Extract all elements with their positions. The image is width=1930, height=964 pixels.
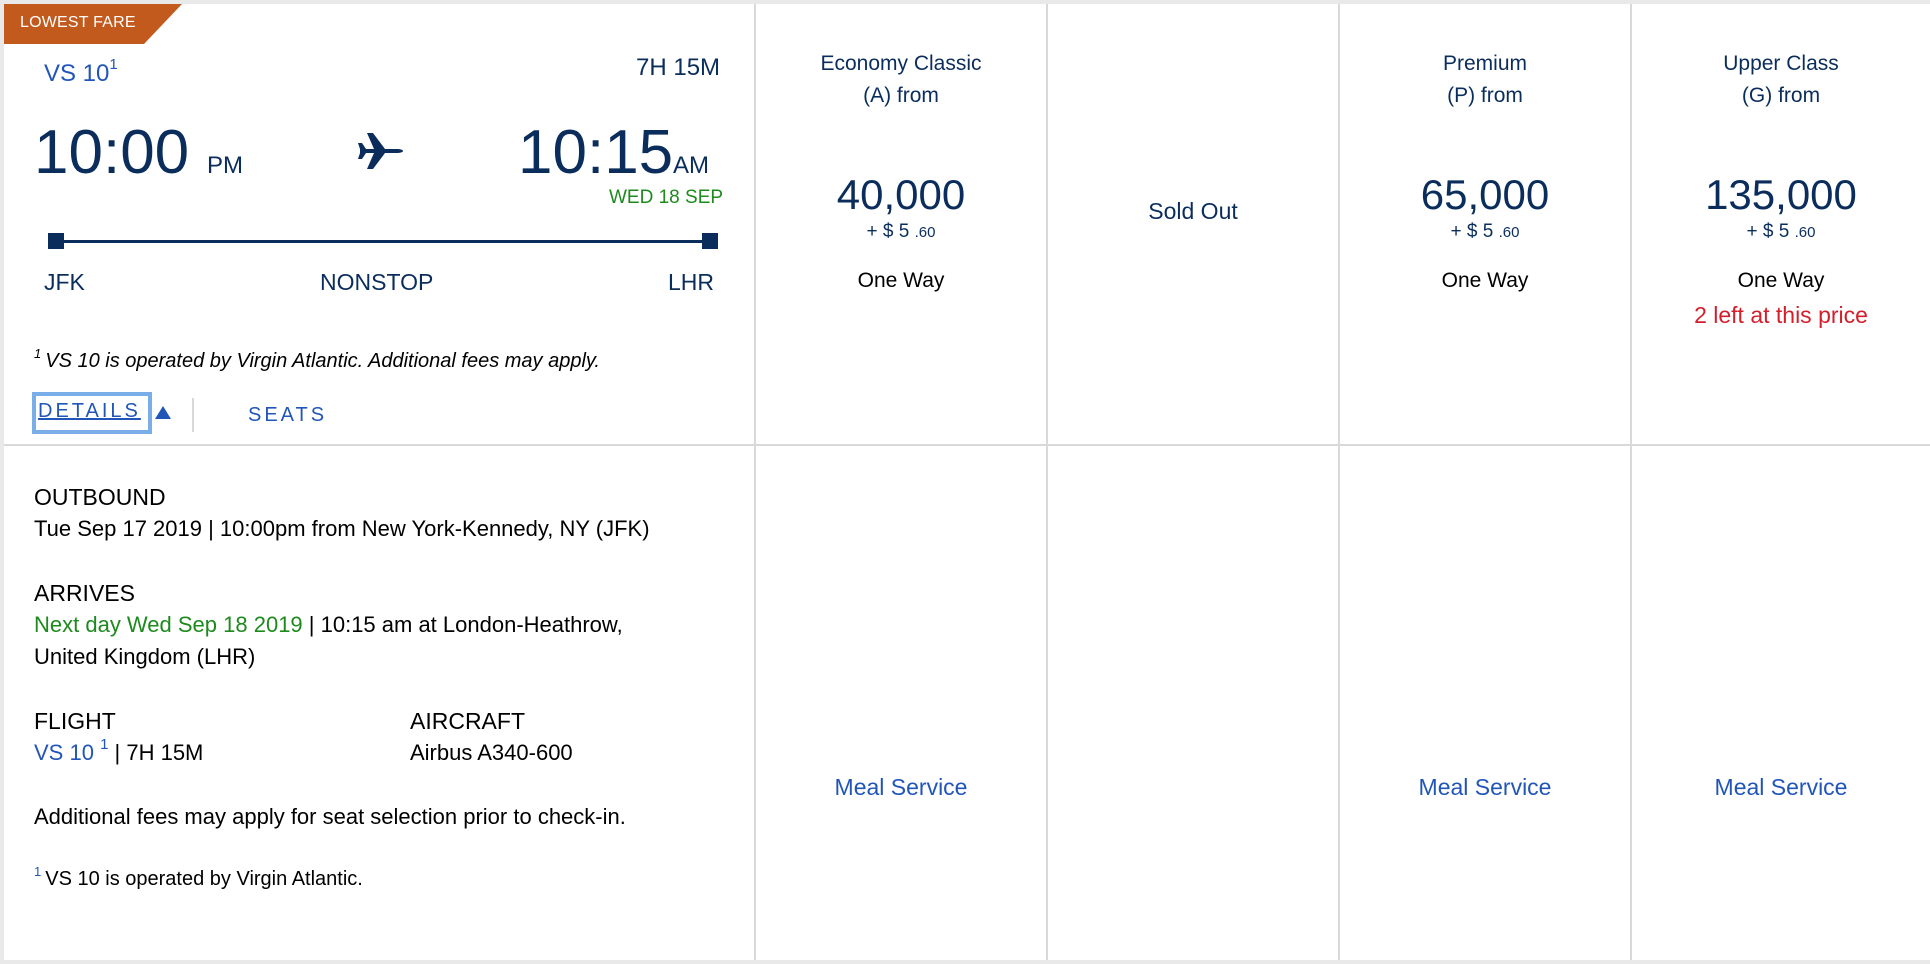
meal-service-link[interactable]: Meal Service	[1714, 774, 1848, 800]
trip-type: One Way	[1737, 269, 1825, 292]
flight-number[interactable]: VS 101	[44, 56, 118, 87]
column-divider	[754, 4, 756, 960]
link-separator	[192, 398, 194, 432]
sold-out-label: Sold Out	[1148, 198, 1238, 224]
airplane-icon	[358, 132, 404, 175]
seat-fees-note: Additional fees may apply for seat selec…	[34, 804, 626, 829]
fare-price[interactable]: 65,000	[1420, 171, 1550, 218]
seats-left-alert: 2 left at this price	[1694, 302, 1868, 328]
lowest-fare-label: LOWEST FARE	[20, 14, 136, 31]
column-divider	[1046, 4, 1048, 960]
trip-type: One Way	[857, 269, 945, 292]
meal-service-link[interactable]: Meal Service	[834, 774, 968, 800]
meal-service-link[interactable]: Meal Service	[1418, 774, 1552, 800]
outbound-label: OUTBOUND	[34, 484, 166, 510]
column-divider	[1630, 4, 1632, 960]
fare-price[interactable]: 40,000	[836, 171, 966, 218]
arrives-text: Next day Wed Sep 18 2019 | 10:15 am at L…	[34, 612, 623, 637]
aircraft-value: Airbus A340-600	[410, 740, 573, 765]
destination-airport: LHR	[668, 269, 715, 295]
arrival-ampm: AM	[673, 152, 709, 179]
flight-duration: 7H 15M	[636, 54, 721, 81]
column-divider	[1338, 4, 1340, 960]
fare-fee: + $ 5 .60	[1450, 221, 1520, 242]
flight-info: VS 10 1 | 7H 15M	[34, 736, 204, 765]
arrives-location: United Kingdom (LHR)	[34, 644, 256, 669]
fare-class-name: Economy Classic (A) from	[820, 52, 982, 107]
outbound-text: Tue Sep 17 2019 | 10:00pm from New York-…	[34, 516, 650, 541]
operated-by-note: 1 VS 10 is operated by Virgin Atlantic. A…	[34, 346, 600, 372]
details-link[interactable]: DETAILS	[38, 400, 141, 422]
arrival-date: WED 18 SEP	[609, 187, 724, 208]
seats-link[interactable]: SEATS	[248, 404, 328, 426]
stops-label: NONSTOP	[320, 269, 434, 295]
operated-by-footnote: 1 VS 10 is operated by Virgin Atlantic.	[34, 864, 363, 890]
origin-airport: JFK	[44, 269, 85, 295]
caret-up-icon[interactable]	[155, 406, 171, 419]
trip-type: One Way	[1441, 269, 1529, 292]
flight-number-link[interactable]: VS 10	[34, 740, 94, 765]
lowest-fare-badge: LOWEST FARE	[4, 4, 182, 44]
arrival-time: 10:15	[518, 118, 674, 187]
fare-fee: + $ 5 .60	[1746, 221, 1816, 242]
arrives-label: ARRIVES	[34, 580, 135, 606]
departure-time: 10:00	[34, 118, 190, 187]
details-focus-ring	[32, 392, 152, 434]
flight-result-card: LOWEST FARE VS 101 7H 15M 10:00 PM 10:15…	[4, 4, 1930, 960]
fare-class-name: Upper Class (G) from	[1723, 52, 1839, 107]
destination-marker	[702, 233, 718, 249]
fare-class-name: Premium (P) from	[1442, 52, 1527, 107]
aircraft-label: AIRCRAFT	[410, 708, 525, 734]
flight-label: FLIGHT	[34, 708, 116, 734]
origin-marker	[48, 233, 64, 249]
route-line	[56, 240, 712, 243]
fare-fee: + $ 5 .60	[866, 221, 936, 242]
row-divider	[4, 444, 1930, 446]
fare-price[interactable]: 135,000	[1705, 171, 1857, 218]
departure-ampm: PM	[207, 152, 243, 179]
